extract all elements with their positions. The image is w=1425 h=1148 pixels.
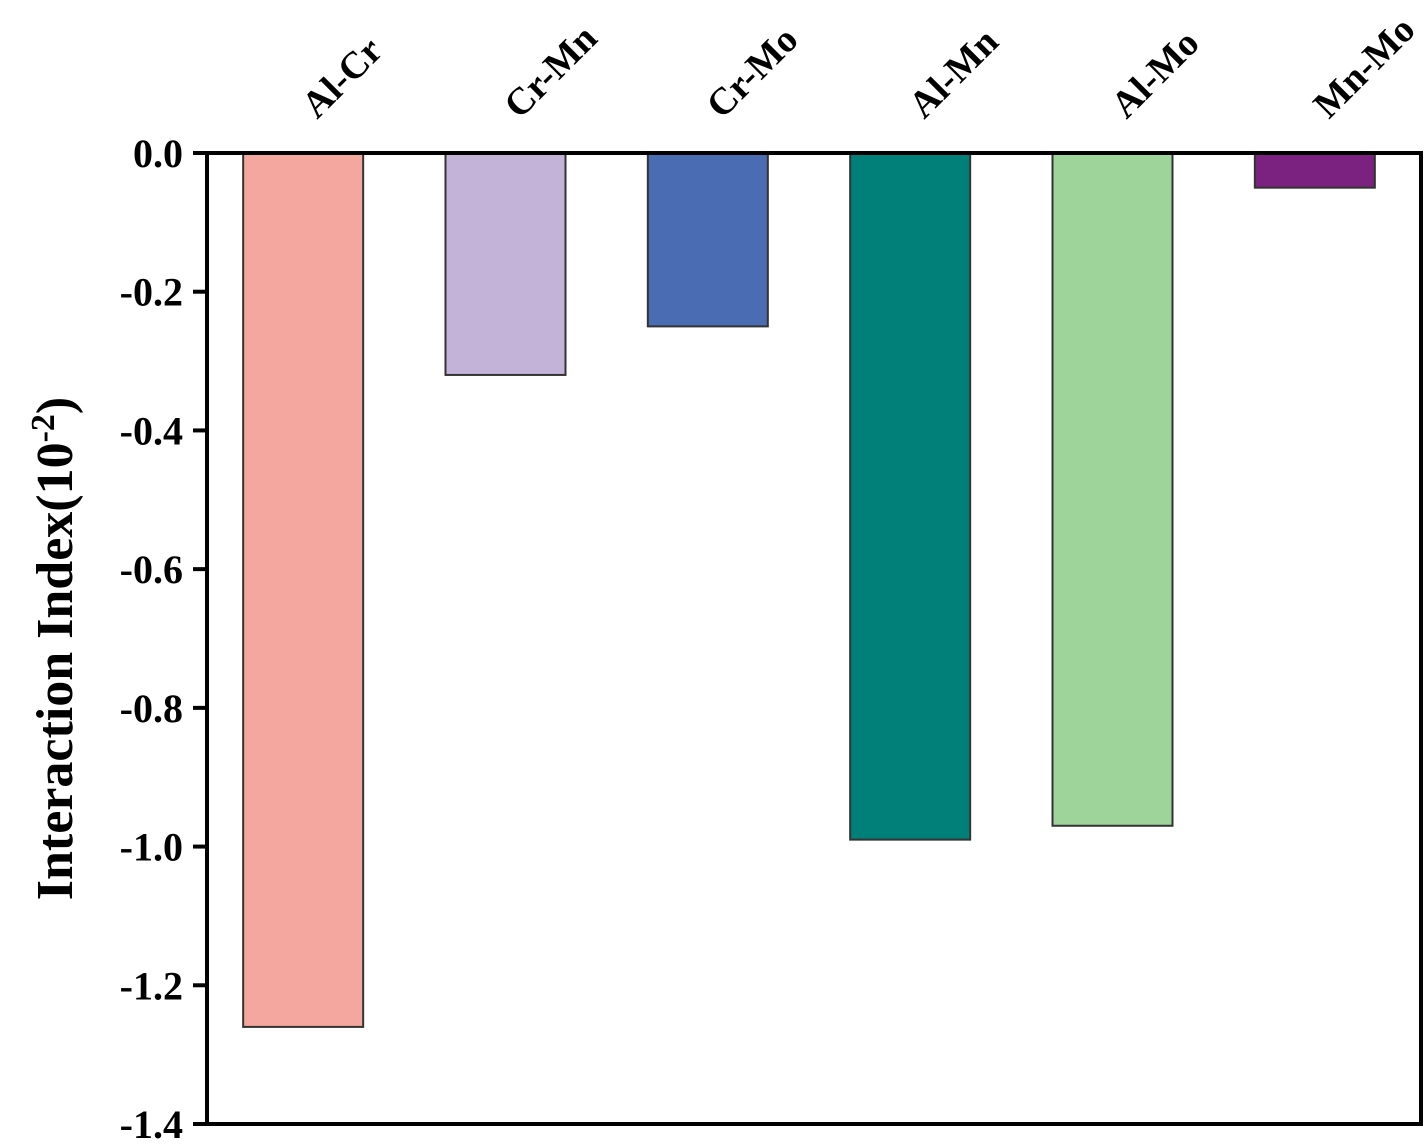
category-label-cr-mo: Cr-Mo: [698, 19, 806, 127]
bar-cr-mn: [444, 152, 567, 376]
bars-group: [242, 152, 1376, 1028]
y-tick-label: -1.4: [120, 1102, 183, 1147]
y-tick-label: -0.2: [120, 270, 183, 315]
y-tick-label: -1.0: [120, 825, 183, 870]
category-label-cr-mn: Cr-Mn: [496, 17, 605, 126]
plot-frame: [205, 151, 1423, 1126]
category-label-al-mo: Al-Mo: [1103, 22, 1207, 126]
bar-cr-mo: [646, 152, 769, 328]
category-label-al-cr: Al-Cr: [294, 29, 391, 126]
bar-al-cr: [242, 152, 365, 1028]
category-label-mn-mo: Mn-Mo: [1305, 9, 1423, 127]
y-axis-title-main: Interaction Index(10: [27, 442, 84, 900]
y-tick-label: 0.0: [133, 131, 183, 176]
y-axis-title-superscript: -2: [25, 414, 62, 442]
y-tick-label: -0.6: [120, 547, 183, 592]
y-tick-label: -0.4: [120, 408, 183, 453]
y-axis-title: Interaction Index(10-2): [25, 397, 84, 901]
y-tick-label: -1.2: [120, 963, 183, 1008]
category-label-al-mn: Al-Mn: [901, 21, 1007, 127]
y-axis-title-end: ): [27, 397, 84, 414]
bar-mn-mo: [1253, 152, 1376, 189]
y-axis-ticks: 0.0 -0.2 -0.4 -0.6 -0.8 -1.0 -1.2 -1.4: [120, 131, 207, 1147]
y-tick-label: -0.8: [120, 686, 183, 731]
bar-al-mo: [1051, 152, 1174, 827]
category-labels: Al-Cr Cr-Mn Cr-Mo Al-Mn Al-Mo Mn-Mo: [294, 9, 1423, 127]
bar-al-mn: [849, 152, 972, 841]
